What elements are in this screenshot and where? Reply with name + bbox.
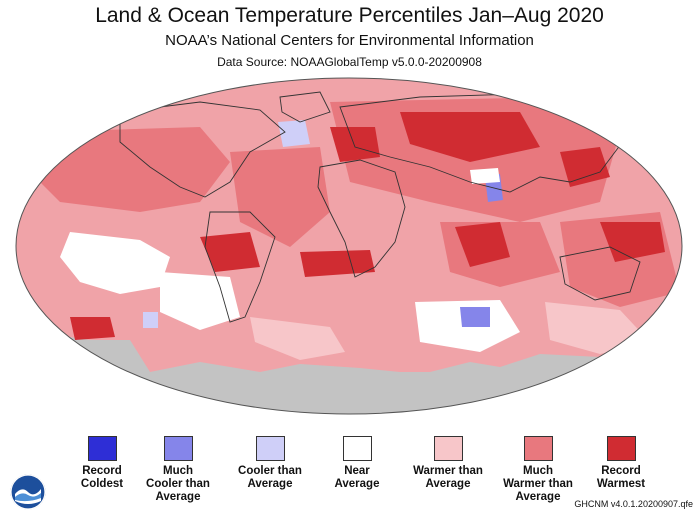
warmer-south-atlantic xyxy=(250,317,345,360)
legend-swatch-much-cooler xyxy=(163,436,193,461)
legend-label-cooler: Cooler than Average xyxy=(238,465,302,490)
record-warmest-indian-ocean xyxy=(455,222,510,267)
much-warmer-americas xyxy=(230,147,330,247)
legend-item-cooler: Cooler than Average xyxy=(225,436,315,491)
cooler-north-atlantic xyxy=(278,120,310,147)
legend-item-record-coldest: Record Coldest xyxy=(57,436,147,491)
world-map xyxy=(15,77,683,415)
legend-label-warmer: Warmer than Average xyxy=(413,465,483,490)
cooler-south-pacific xyxy=(143,312,158,328)
record-warmest-east-asia xyxy=(560,147,610,187)
legend-swatch-cooler xyxy=(255,436,285,461)
legend-swatch-warmer xyxy=(433,436,463,461)
north-america-outline xyxy=(119,101,286,198)
legend-swatch-record-coldest xyxy=(87,436,117,461)
version-label: GHCNM v4.0.1.20200907.qfe xyxy=(574,499,693,509)
africa-outline xyxy=(317,159,406,278)
globe-border xyxy=(15,77,683,415)
legend-label-much-cooler: Much Cooler than Average xyxy=(146,465,210,503)
legend-label-record-warmest: Record Warmest xyxy=(596,465,646,490)
legend-label-record-coldest: Record Coldest xyxy=(80,465,124,490)
map-body xyxy=(16,78,682,414)
record-warmest-siberia xyxy=(400,112,540,162)
south-america-outline xyxy=(204,211,276,323)
record-warmest-atlantic xyxy=(300,250,375,277)
near-average-india xyxy=(470,168,500,184)
map-subtitle: NOAA’s National Centers for Environmenta… xyxy=(165,32,534,49)
legend-swatch-much-warmer xyxy=(523,436,553,461)
australia-outline xyxy=(559,246,641,301)
legend-item-much-warmer: Much Warmer than Average xyxy=(493,436,583,504)
much-cooler-indian-ocean xyxy=(460,307,490,327)
much-warmer-north-pacific xyxy=(30,127,230,212)
legend-item-near-average: Near Average xyxy=(312,436,402,491)
legend-swatch-near-average xyxy=(342,436,372,461)
record-warmest-caribbean xyxy=(200,232,260,272)
legend-label-near-average: Near Average xyxy=(334,465,380,490)
legend-label-much-warmer: Much Warmer than Average xyxy=(503,465,573,503)
record-warmest-pacific xyxy=(600,222,665,262)
record-warmest-south-pacific xyxy=(70,317,115,340)
noaa-logo-icon xyxy=(10,474,46,510)
record-warmest-europe xyxy=(330,127,380,162)
legend-item-much-cooler: Much Cooler than Average xyxy=(133,436,223,504)
map-title: Land & Ocean Temperature Percentiles Jan… xyxy=(95,4,604,27)
near-average-south-pacific xyxy=(60,232,170,294)
legend-item-record-warmest: Record Warmest xyxy=(576,436,666,491)
legend-swatch-record-warmest xyxy=(606,436,636,461)
greenland-outline xyxy=(279,91,331,123)
legend-item-warmer: Warmer than Average xyxy=(403,436,493,491)
data-source: Data Source: NOAAGlobalTemp v5.0.0-20200… xyxy=(217,55,482,69)
